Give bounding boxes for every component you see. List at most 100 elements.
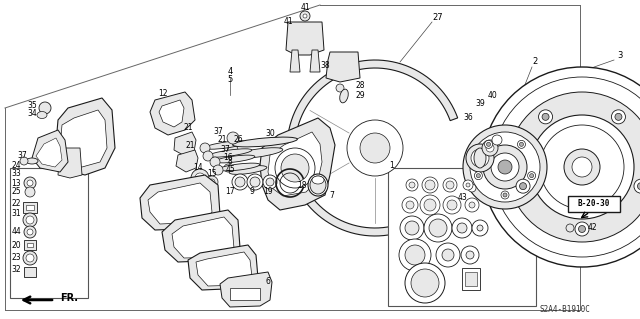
Circle shape bbox=[27, 180, 33, 186]
Text: 7: 7 bbox=[330, 190, 335, 199]
Circle shape bbox=[457, 223, 467, 233]
Ellipse shape bbox=[340, 89, 348, 103]
Circle shape bbox=[195, 173, 205, 183]
Text: B-20-30: B-20-30 bbox=[578, 199, 610, 209]
Polygon shape bbox=[188, 245, 258, 290]
Circle shape bbox=[463, 125, 547, 209]
Circle shape bbox=[200, 143, 210, 153]
Circle shape bbox=[23, 213, 37, 227]
Circle shape bbox=[476, 174, 481, 178]
Circle shape bbox=[281, 154, 309, 182]
Ellipse shape bbox=[310, 176, 326, 194]
Circle shape bbox=[213, 165, 223, 175]
Circle shape bbox=[275, 148, 315, 188]
Text: 6: 6 bbox=[266, 278, 271, 286]
Circle shape bbox=[491, 153, 519, 181]
Circle shape bbox=[483, 145, 527, 189]
Circle shape bbox=[538, 110, 552, 124]
Text: 5: 5 bbox=[227, 76, 232, 85]
Circle shape bbox=[23, 251, 37, 265]
Text: 24: 24 bbox=[11, 160, 21, 169]
Circle shape bbox=[498, 160, 512, 174]
Circle shape bbox=[527, 172, 536, 180]
Bar bbox=[27, 243, 33, 247]
Text: 27: 27 bbox=[433, 13, 444, 23]
Circle shape bbox=[400, 216, 424, 240]
Text: 12: 12 bbox=[158, 88, 168, 98]
Circle shape bbox=[26, 254, 34, 262]
Bar bbox=[24, 240, 36, 250]
Circle shape bbox=[25, 187, 35, 197]
Text: 32: 32 bbox=[11, 265, 21, 275]
Circle shape bbox=[466, 183, 470, 187]
Polygon shape bbox=[32, 130, 68, 172]
Circle shape bbox=[575, 222, 589, 236]
Circle shape bbox=[470, 132, 540, 202]
Ellipse shape bbox=[229, 166, 267, 174]
Circle shape bbox=[443, 178, 457, 192]
Circle shape bbox=[425, 180, 435, 190]
Circle shape bbox=[634, 179, 640, 193]
Circle shape bbox=[520, 142, 524, 146]
Circle shape bbox=[20, 157, 28, 165]
Polygon shape bbox=[286, 22, 324, 55]
Circle shape bbox=[471, 149, 489, 167]
Circle shape bbox=[228, 145, 238, 155]
Polygon shape bbox=[60, 110, 107, 167]
Polygon shape bbox=[176, 150, 198, 172]
Circle shape bbox=[27, 229, 33, 235]
Circle shape bbox=[347, 120, 403, 176]
Circle shape bbox=[191, 169, 209, 187]
Circle shape bbox=[300, 11, 310, 21]
Circle shape bbox=[424, 199, 436, 211]
Text: 25: 25 bbox=[11, 187, 21, 196]
Text: 33: 33 bbox=[11, 168, 21, 177]
Circle shape bbox=[303, 14, 307, 18]
Polygon shape bbox=[58, 148, 82, 178]
Circle shape bbox=[424, 214, 452, 242]
Polygon shape bbox=[268, 132, 322, 196]
Text: 21: 21 bbox=[217, 136, 227, 145]
Text: 15: 15 bbox=[207, 169, 217, 179]
Bar bbox=[388, 168, 536, 306]
Circle shape bbox=[611, 110, 625, 124]
Circle shape bbox=[203, 151, 213, 161]
Circle shape bbox=[447, 200, 457, 210]
Circle shape bbox=[484, 140, 493, 148]
Circle shape bbox=[406, 179, 418, 191]
Circle shape bbox=[446, 181, 454, 189]
Circle shape bbox=[263, 175, 277, 189]
Polygon shape bbox=[36, 138, 62, 167]
Circle shape bbox=[227, 132, 239, 144]
Ellipse shape bbox=[308, 174, 328, 196]
Ellipse shape bbox=[215, 155, 255, 163]
Text: 30: 30 bbox=[265, 129, 275, 137]
Text: 41: 41 bbox=[300, 4, 310, 12]
Circle shape bbox=[235, 177, 245, 187]
Circle shape bbox=[530, 174, 534, 178]
Text: 13: 13 bbox=[11, 179, 21, 188]
Circle shape bbox=[39, 102, 51, 114]
Circle shape bbox=[436, 243, 460, 267]
Text: 38: 38 bbox=[320, 61, 330, 70]
Circle shape bbox=[468, 184, 476, 192]
Circle shape bbox=[566, 224, 574, 232]
Circle shape bbox=[24, 226, 36, 238]
Text: 14: 14 bbox=[193, 164, 203, 173]
Text: 37: 37 bbox=[17, 151, 27, 160]
Circle shape bbox=[482, 67, 640, 267]
Text: 42: 42 bbox=[587, 224, 597, 233]
Text: FR.: FR. bbox=[60, 293, 78, 303]
Circle shape bbox=[210, 157, 220, 167]
Bar bbox=[230, 288, 260, 300]
Ellipse shape bbox=[37, 112, 47, 118]
Circle shape bbox=[466, 251, 474, 259]
Circle shape bbox=[572, 157, 592, 177]
Circle shape bbox=[406, 201, 414, 209]
Circle shape bbox=[579, 226, 586, 233]
Ellipse shape bbox=[26, 158, 38, 164]
Circle shape bbox=[465, 198, 479, 212]
Circle shape bbox=[224, 164, 232, 172]
Polygon shape bbox=[290, 50, 300, 72]
Text: 37: 37 bbox=[220, 145, 230, 153]
